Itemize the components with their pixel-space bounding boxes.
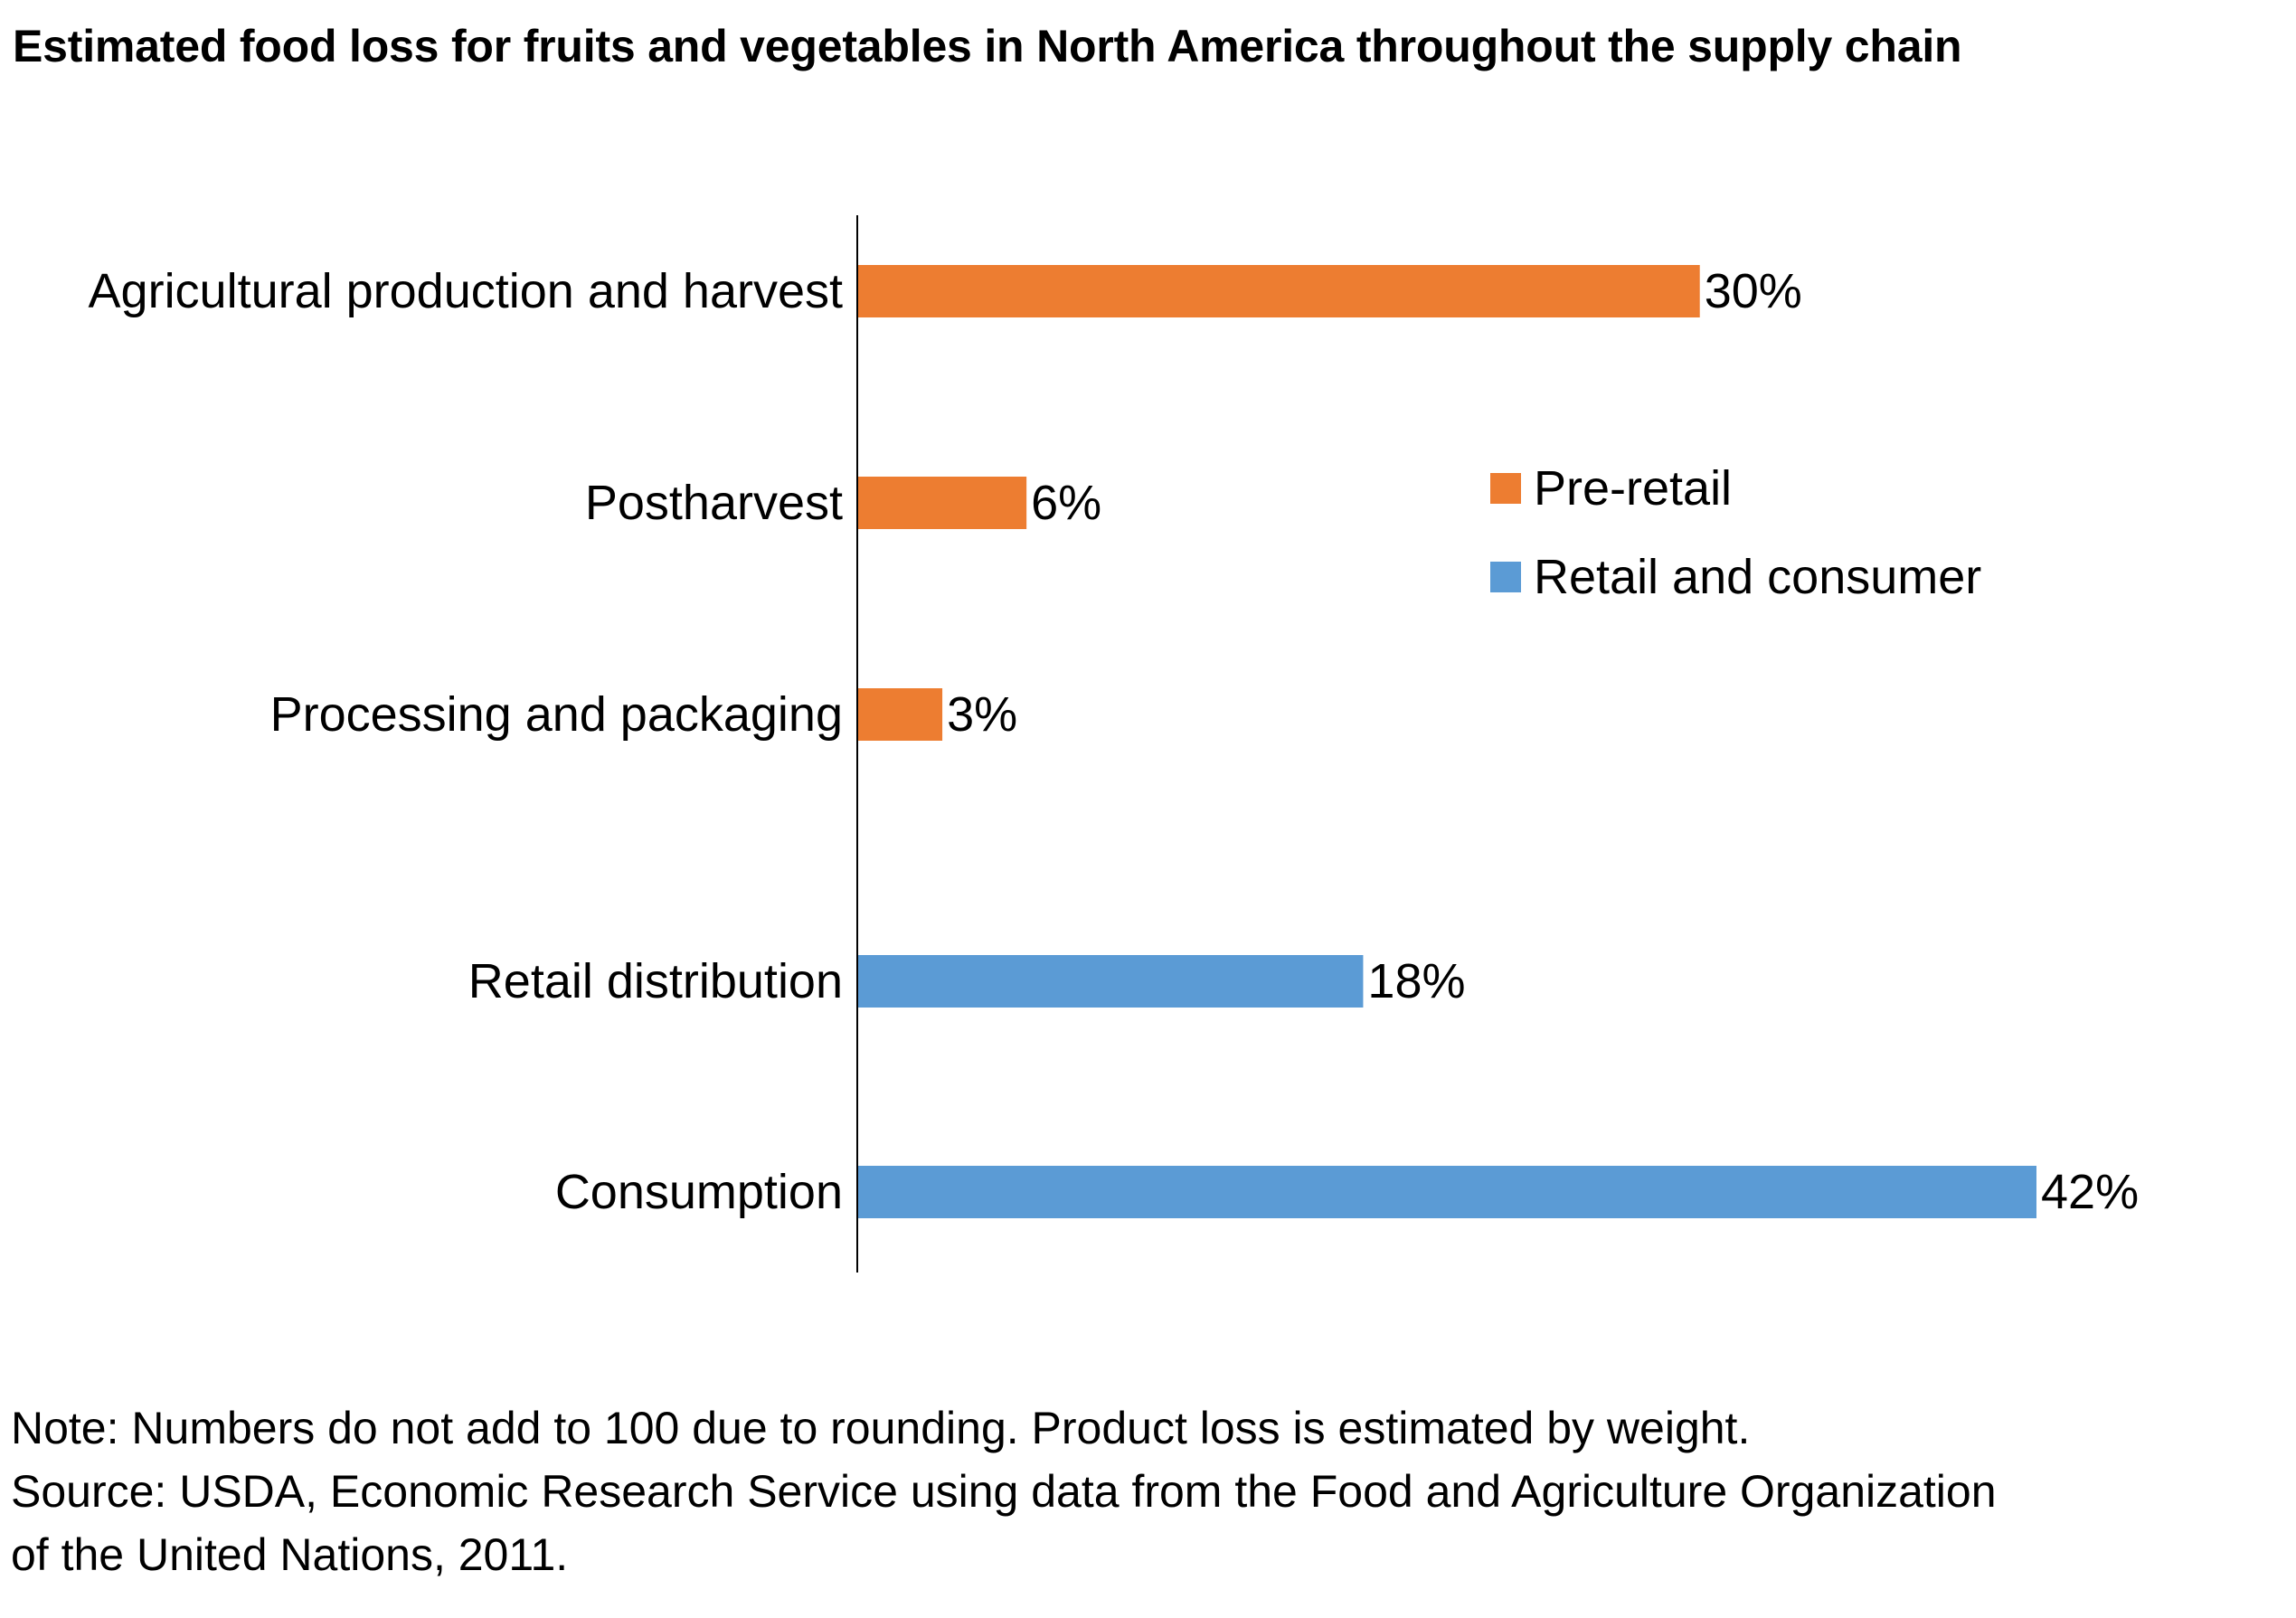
data-label-postharvest: 6%: [1031, 476, 1101, 530]
data-label-agricultural-production-and-harvest: 30%: [1705, 264, 1802, 318]
data-label-consumption: 42%: [2041, 1165, 2139, 1219]
legend-swatch-retail-and-consumer: [1490, 562, 1521, 592]
data-label-processing-and-packaging: 3%: [947, 687, 1017, 742]
bar-processing-and-packaging: [858, 688, 943, 741]
bar-consumption: [858, 1166, 2036, 1218]
legend-swatch-pre-retail: [1490, 473, 1521, 504]
category-label-processing-and-packaging: Processing and packaging: [270, 687, 843, 742]
chart-notes: Note: Numbers do not add to 100 due to r…: [11, 1396, 1997, 1586]
data-label-retail-distribution: 18%: [1367, 954, 1465, 1008]
category-label-consumption: Consumption: [555, 1165, 843, 1219]
source-text-continued: of the United Nations, 2011.: [11, 1529, 569, 1580]
bar-postharvest: [858, 477, 1027, 529]
category-label-retail-distribution: Retail distribution: [468, 954, 843, 1008]
bar-agricultural-production-and-harvest: [858, 265, 1700, 317]
legend-label-retail-and-consumer: Retail and consumer: [1534, 550, 1982, 604]
chart-title: Estimated food loss for fruits and veget…: [13, 21, 1962, 71]
legend-item-retail-and-consumer: Retail and consumer: [1490, 545, 1981, 609]
legend-label-pre-retail: Pre-retail: [1534, 461, 1733, 516]
source-text: Source: USDA, Economic Research Service …: [11, 1466, 1997, 1517]
category-label-postharvest: Postharvest: [585, 476, 843, 530]
category-label-agricultural-production-and-harvest: Agricultural production and harvest: [89, 264, 843, 318]
note-text: Note: Numbers do not add to 100 due to r…: [11, 1403, 1751, 1453]
bar-retail-distribution: [858, 955, 1364, 1008]
bars-layer: Agricultural production and harvest 30% Po…: [89, 264, 2140, 1219]
legend-item-pre-retail: Pre-retail: [1490, 457, 1981, 520]
legend: Pre-retail Retail and consumer: [1490, 457, 1981, 634]
